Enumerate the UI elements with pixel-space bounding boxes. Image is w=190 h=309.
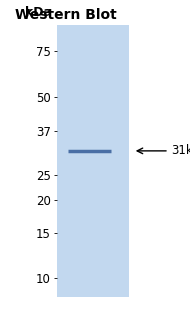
Text: 31kDa: 31kDa [171,144,190,157]
Text: kDa: kDa [25,6,51,19]
Text: Western Blot: Western Blot [15,8,117,22]
